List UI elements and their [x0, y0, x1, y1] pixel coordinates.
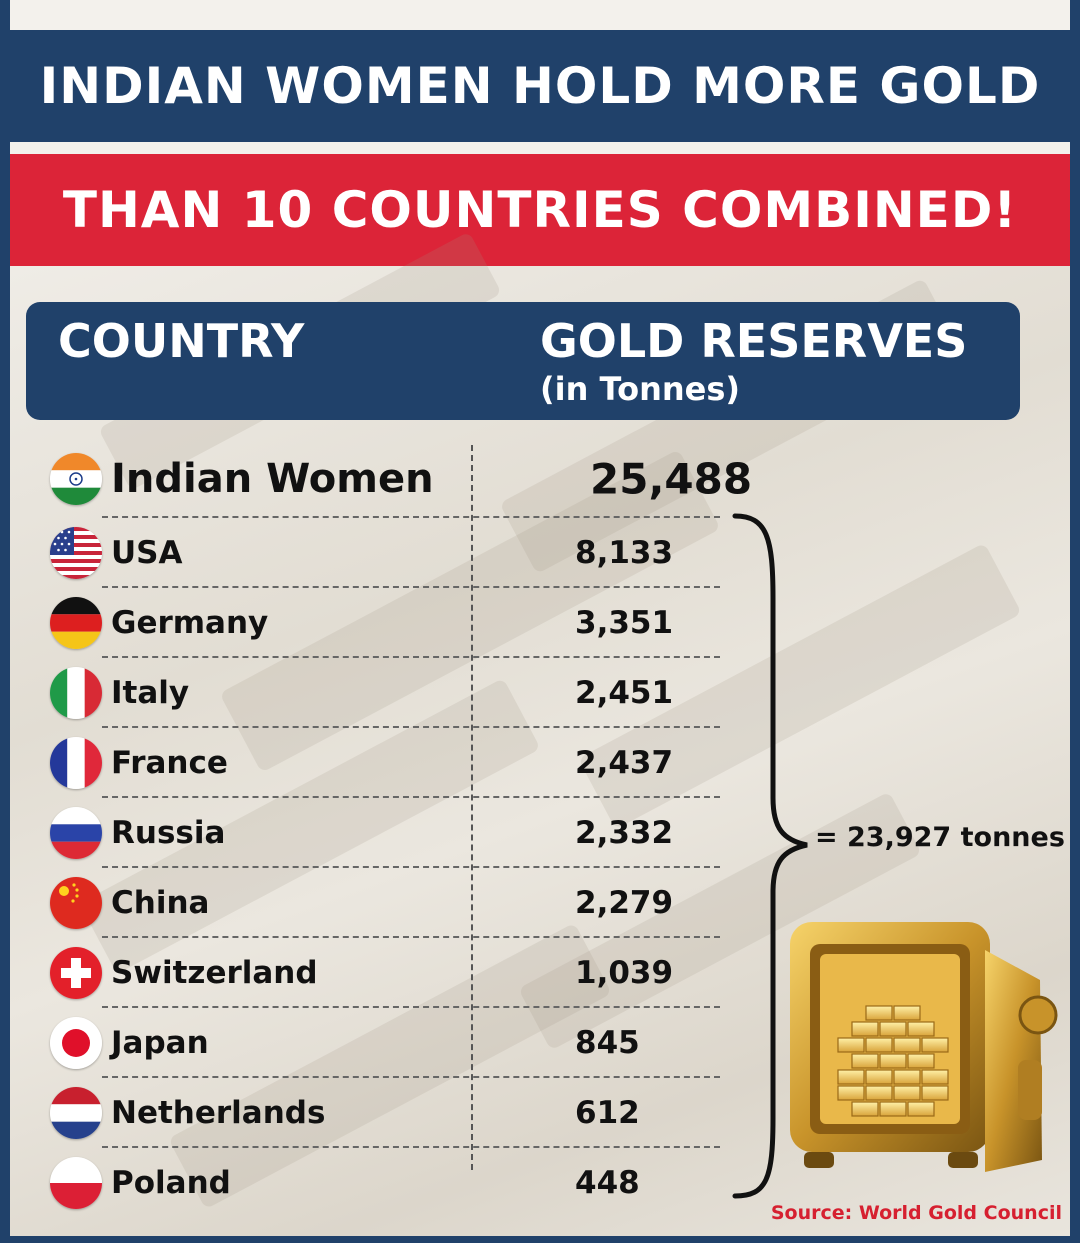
brace-icon [732, 513, 808, 1199]
gold-value: 448 [575, 1165, 640, 1201]
gold-value: 2,437 [575, 745, 674, 781]
poland-flag-icon [50, 1157, 102, 1209]
title-line-1: INDIAN WOMEN HOLD MORE GOLD [39, 57, 1041, 115]
table-row: Indian Women 25,488 [50, 440, 752, 518]
italy-flag-icon [50, 667, 102, 719]
top-strip [10, 0, 1070, 30]
total-label: = 23,927 tonnes [815, 822, 1065, 853]
country-name: USA [111, 535, 183, 571]
gold-value: 2,332 [575, 815, 674, 851]
country-name: Poland [111, 1165, 231, 1201]
header-gold-reserves: GOLD RESERVES [540, 314, 968, 368]
gold-value: 3,351 [575, 605, 674, 641]
country-name: Japan [111, 1025, 209, 1061]
country-name: Germany [111, 605, 269, 641]
column-divider [471, 445, 473, 1170]
country-name: China [111, 885, 210, 921]
gold-value: 2,279 [575, 885, 674, 921]
title-gap [10, 142, 1070, 154]
india-flag-icon [50, 453, 102, 505]
netherlands-flag-icon [50, 1087, 102, 1139]
title-band-red: THAN 10 COUNTRIES COMBINED! [10, 154, 1070, 266]
table-row: Russia 2,332 [50, 798, 720, 868]
gold-value: 612 [575, 1095, 640, 1131]
title-band-navy: INDIAN WOMEN HOLD MORE GOLD [10, 30, 1070, 142]
country-name: Indian Women [111, 456, 434, 502]
russia-flag-icon [50, 807, 102, 859]
usa-flag-icon [50, 527, 102, 579]
table-row: Italy 2,451 [50, 658, 720, 728]
gold-value: 25,488 [590, 454, 753, 504]
source-credit: Source: World Gold Council [770, 1202, 1062, 1224]
title-line-2: THAN 10 COUNTRIES COMBINED! [62, 181, 1018, 239]
country-name: Russia [111, 815, 226, 851]
table-row: Japan 845 [50, 1008, 720, 1078]
table-row: Switzerland 1,039 [50, 938, 720, 1008]
header-unit: (in Tonnes) [540, 370, 741, 408]
table-header: COUNTRY GOLD RESERVES (in Tonnes) [26, 302, 1020, 420]
switzerland-flag-icon [50, 947, 102, 999]
country-name: Netherlands [111, 1095, 326, 1131]
china-flag-icon [50, 877, 102, 929]
country-name: Italy [111, 675, 190, 711]
japan-flag-icon [50, 1017, 102, 1069]
table-row: France 2,437 [50, 728, 720, 798]
france-flag-icon [50, 737, 102, 789]
table-row: Poland 448 [50, 1148, 720, 1218]
header-country: COUNTRY [58, 314, 305, 368]
country-name: Switzerland [111, 955, 318, 991]
table-row: Netherlands 612 [50, 1078, 720, 1148]
gold-value: 845 [575, 1025, 640, 1061]
table-row: USA 8,133 [50, 518, 720, 588]
country-name: France [111, 745, 228, 781]
infographic: INDIAN WOMEN HOLD MORE GOLD THAN 10 COUN… [10, 0, 1070, 1236]
gold-value: 8,133 [575, 535, 674, 571]
gold-safe-icon [790, 922, 1058, 1172]
table-row: Germany 3,351 [50, 588, 720, 658]
germany-flag-icon [50, 597, 102, 649]
gold-value: 2,451 [575, 675, 674, 711]
table-row: China 2,279 [50, 868, 720, 938]
gold-value: 1,039 [575, 955, 674, 991]
